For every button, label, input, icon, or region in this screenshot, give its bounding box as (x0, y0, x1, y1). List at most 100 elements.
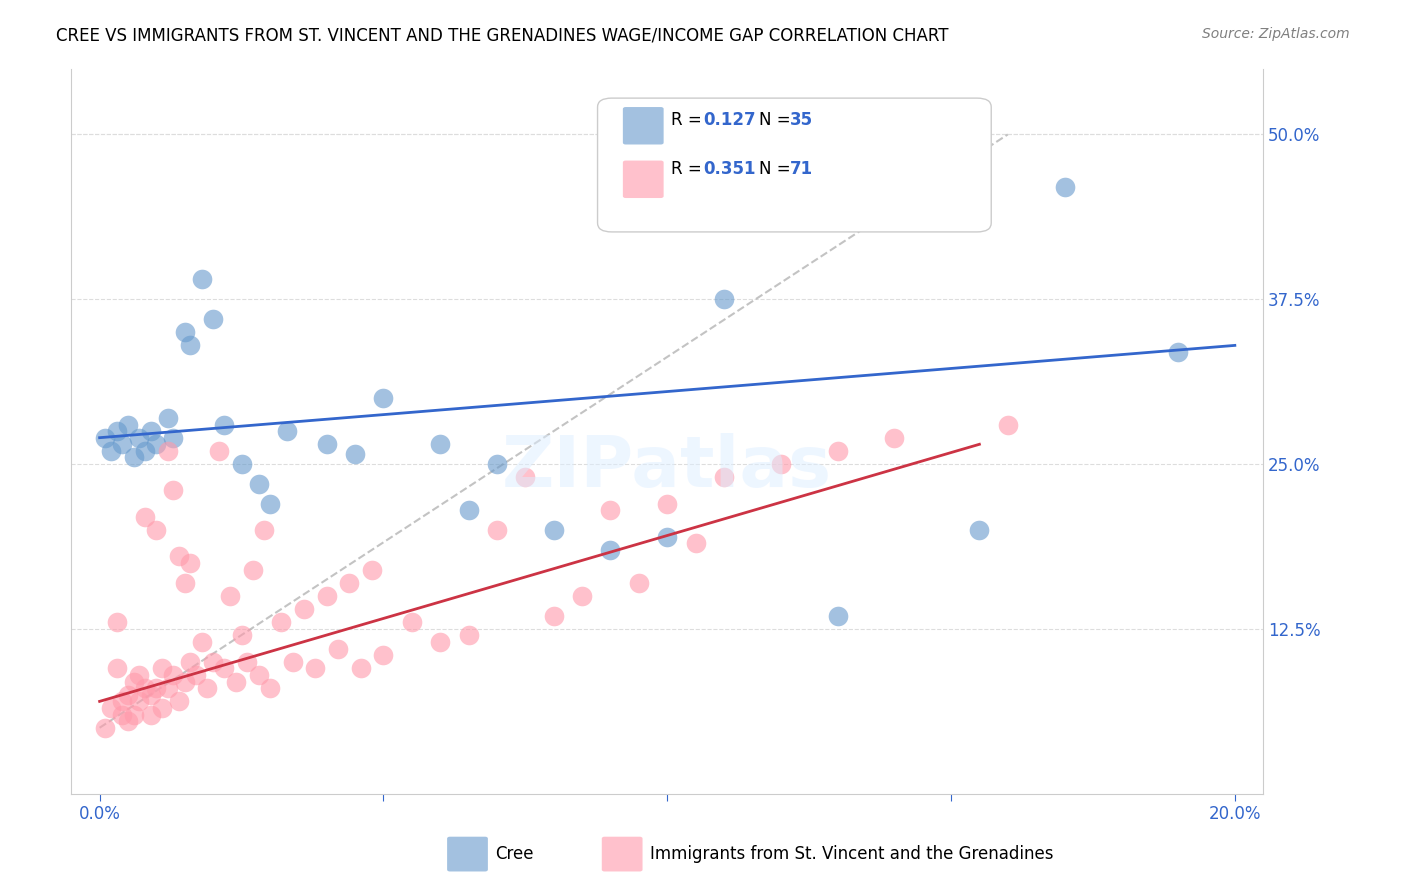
Point (219, 589, 242, 603)
Text: 0.351: 0.351 (703, 161, 755, 178)
Point (202, 655, 225, 669)
Point (105, 424, 128, 438)
Point (429, 635, 451, 649)
Point (150, 661, 173, 675)
Point (485, 457, 508, 471)
Point (191, 272, 214, 286)
Point (134, 681, 156, 696)
Point (139, 688, 162, 702)
Point (247, 476, 270, 491)
Point (401, 615, 423, 630)
Text: N =: N = (759, 161, 796, 178)
Point (685, 536, 707, 550)
Point (361, 562, 384, 576)
Point (191, 635, 214, 649)
Point (94, 431, 117, 445)
Point (179, 655, 201, 669)
Point (128, 431, 150, 445)
Point (139, 424, 162, 438)
Point (713, 470, 735, 484)
Point (111, 694, 134, 708)
Point (128, 694, 150, 708)
Point (236, 655, 259, 669)
Point (139, 707, 162, 722)
Point (543, 608, 565, 623)
Point (167, 549, 190, 564)
Text: 71: 71 (790, 161, 813, 178)
Point (179, 556, 201, 570)
Point (485, 523, 508, 537)
Point (304, 661, 326, 675)
Point (105, 615, 128, 630)
Point (134, 509, 156, 524)
Text: 35: 35 (790, 112, 813, 129)
Point (457, 503, 479, 517)
Text: Immigrants from St. Vincent and the Grenadines: Immigrants from St. Vincent and the Gren… (650, 845, 1053, 863)
Point (515, 470, 537, 484)
Point (292, 602, 315, 616)
Point (202, 312, 225, 326)
Point (167, 694, 190, 708)
Point (373, 648, 395, 663)
Text: Source: ZipAtlas.com: Source: ZipAtlas.com (1202, 27, 1350, 41)
Point (253, 523, 276, 537)
Point (827, 608, 849, 623)
Point (571, 589, 593, 603)
Point (599, 542, 621, 557)
Point (344, 446, 367, 460)
Text: R =: R = (671, 161, 707, 178)
Text: Cree: Cree (495, 845, 533, 863)
Point (214, 661, 236, 675)
Point (173, 674, 195, 689)
Point (429, 437, 451, 451)
Point (117, 417, 139, 432)
Point (156, 411, 179, 425)
Point (173, 575, 195, 590)
Point (337, 575, 360, 590)
Point (1167, 345, 1189, 359)
Point (543, 523, 565, 537)
Point (122, 707, 145, 722)
Point (247, 668, 270, 682)
Point (122, 674, 145, 689)
Text: 0.127: 0.127 (703, 112, 755, 129)
Point (100, 443, 122, 458)
Point (94, 721, 117, 735)
Point (197, 681, 219, 696)
Point (117, 714, 139, 728)
Point (117, 688, 139, 702)
Point (657, 530, 679, 544)
Point (350, 661, 373, 675)
Point (827, 443, 849, 458)
Point (259, 497, 281, 511)
Point (1053, 180, 1076, 194)
Point (111, 707, 134, 722)
Point (225, 674, 247, 689)
Point (997, 417, 1019, 432)
Point (179, 338, 201, 352)
Point (281, 655, 304, 669)
Point (713, 292, 735, 306)
Point (599, 503, 621, 517)
Point (373, 391, 395, 405)
Point (162, 483, 184, 498)
Point (769, 457, 792, 471)
Point (457, 628, 479, 642)
Point (883, 431, 905, 445)
Point (315, 437, 337, 451)
Text: R =: R = (671, 112, 707, 129)
Point (259, 681, 281, 696)
Point (156, 681, 179, 696)
Point (122, 450, 145, 465)
Point (134, 443, 156, 458)
Point (162, 668, 184, 682)
Point (111, 437, 134, 451)
Point (145, 437, 167, 451)
Point (128, 668, 150, 682)
Point (184, 668, 207, 682)
Point (105, 661, 128, 675)
Point (162, 431, 184, 445)
Point (231, 628, 253, 642)
Point (315, 589, 337, 603)
Point (231, 457, 253, 471)
